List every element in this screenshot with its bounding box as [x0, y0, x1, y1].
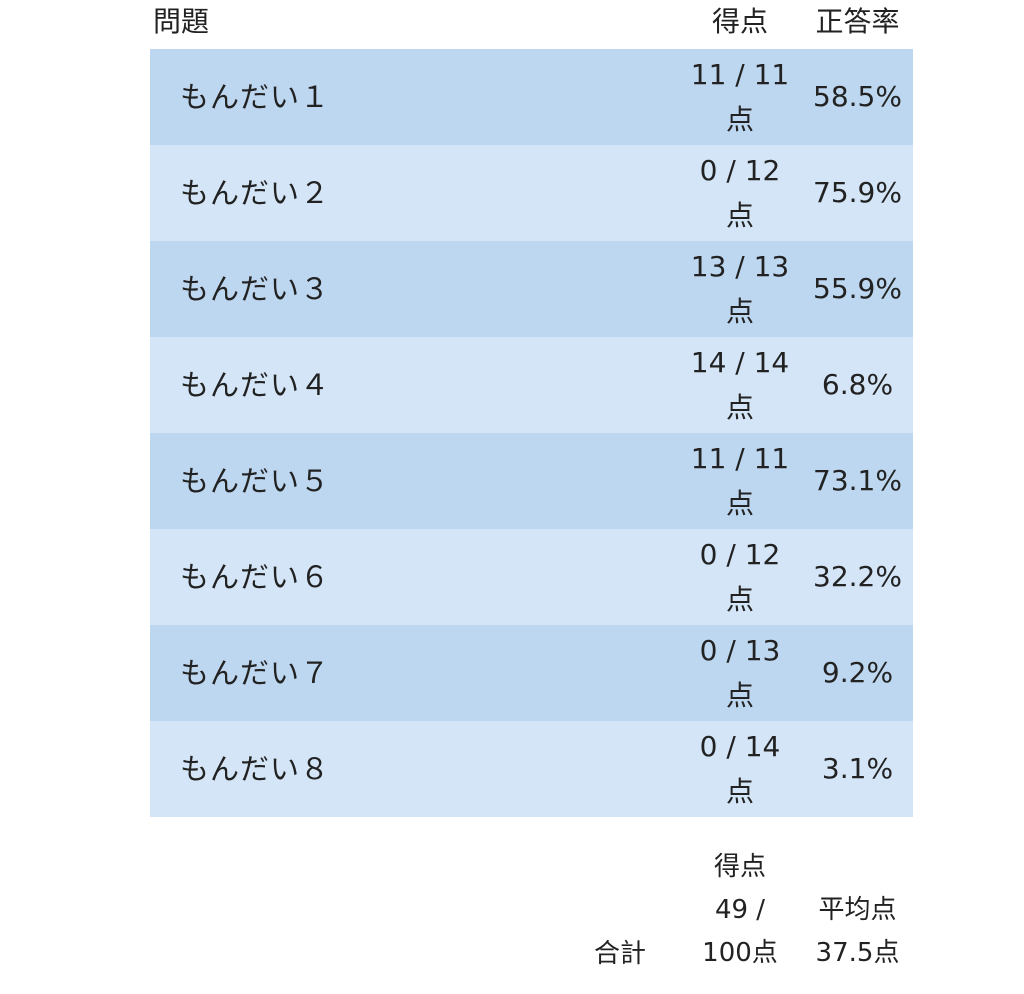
question-name: もんだい２ [180, 176, 331, 210]
question-rate: 58.5% [813, 80, 902, 113]
column-header-rate: 正答率 [815, 5, 900, 38]
total-score: 得点 49 / 100点 [690, 846, 790, 975]
table-row: もんだい８ 0 / 14 点 3.1% [150, 721, 913, 817]
summary-footer: 合計 得点 49 / 100点 平均点 37.5点 [150, 846, 913, 976]
average-score-value: 37.5点 [815, 938, 900, 968]
question-name: もんだい６ [180, 560, 331, 594]
question-rate: 6.8% [821, 368, 894, 401]
question-rate: 75.9% [813, 176, 902, 209]
table-row: もんだい１ 11 / 11点 58.5% [150, 49, 913, 145]
question-name: もんだい１ [180, 80, 331, 114]
table-row: もんだい７ 0 / 13 点 9.2% [150, 625, 913, 721]
question-score: 14 / 14点 [690, 346, 790, 424]
question-rate: 55.9% [813, 272, 902, 305]
total-score-label: 得点 [713, 852, 766, 882]
question-score: 0 / 12 点 [699, 154, 781, 232]
question-rate: 9.2% [821, 656, 894, 689]
table-row: もんだい６ 0 / 12 点 32.2% [150, 529, 913, 625]
question-name: もんだい８ [180, 752, 331, 786]
table-row: もんだい５ 11 / 11点 73.1% [150, 433, 913, 529]
average-score-label: 平均点 [818, 895, 897, 925]
question-score: 0 / 14 点 [699, 730, 781, 808]
table-row: もんだい３ 13 / 13点 55.9% [150, 241, 913, 337]
average-score: 平均点 37.5点 [805, 889, 910, 975]
question-score: 13 / 13点 [690, 250, 790, 328]
column-header-question: 問題 [153, 5, 210, 38]
question-name: もんだい３ [180, 272, 331, 306]
question-name: もんだい４ [180, 368, 331, 402]
question-score: 11 / 11点 [690, 442, 790, 520]
question-score: 0 / 13 点 [699, 634, 781, 712]
question-rate: 73.1% [813, 464, 902, 497]
column-header-score: 得点 [711, 5, 768, 38]
table-header: 問題 得点 正答率 [150, 0, 913, 48]
question-score: 11 / 11点 [690, 58, 790, 136]
total-label: 合計 [593, 939, 646, 969]
question-name: もんだい５ [180, 464, 331, 498]
total-score-value: 49 / 100点 [702, 895, 778, 968]
table-row: もんだい４ 14 / 14点 6.8% [150, 337, 913, 433]
question-rate: 3.1% [821, 752, 894, 785]
question-name: もんだい７ [180, 656, 331, 690]
results-table: もんだい１ 11 / 11点 58.5% もんだい２ 0 / 12 点 75.9… [150, 49, 913, 817]
table-row: もんだい２ 0 / 12 点 75.9% [150, 145, 913, 241]
question-rate: 32.2% [813, 560, 902, 593]
question-score: 0 / 12 点 [699, 538, 781, 616]
